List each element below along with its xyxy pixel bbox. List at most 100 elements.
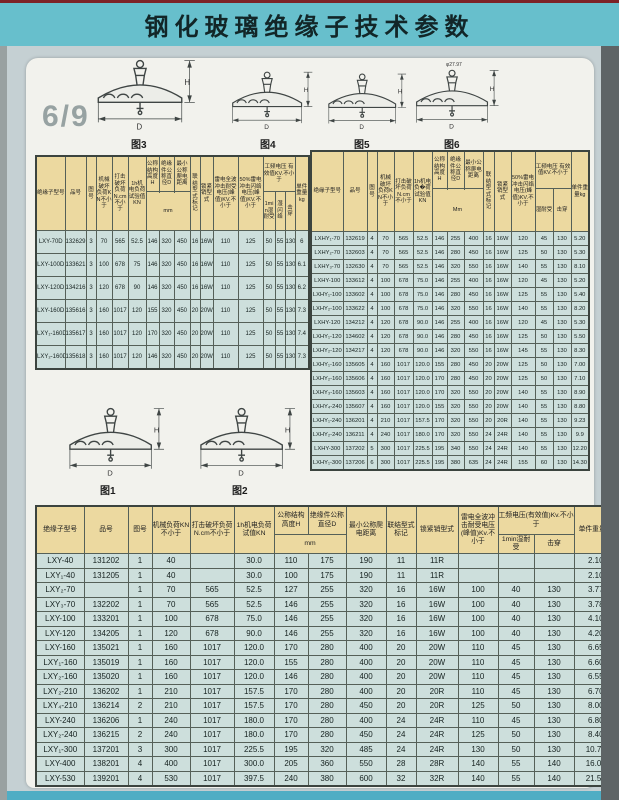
cell: 45 (534, 273, 554, 288)
table-row: LXY₄-210 136214 2 210 1017 157.5 170 280 450 20 20… (35, 698, 619, 714)
cell: 180.0 (233, 712, 275, 729)
col-header-puncture: 击穿 (284, 191, 296, 231)
cell: 146 (273, 625, 309, 642)
cell: 130 (457, 741, 499, 758)
cell: 130 (552, 329, 572, 344)
cell: 110 (212, 253, 239, 277)
cell: 45 (497, 712, 535, 729)
cell: 678 (189, 611, 235, 627)
table-row: LXHY₂-160 135606 4 160 1017 120.0 170 280 450 20 2… (310, 371, 590, 386)
cell: 140 (510, 441, 536, 456)
cell: 140 (457, 770, 499, 787)
cell: 450 (173, 322, 191, 346)
cell: 146 (431, 287, 448, 302)
cell: 175 (307, 553, 347, 569)
cell: 20W (199, 345, 214, 370)
cell: 3 (85, 230, 97, 254)
cell: 90.0 (412, 343, 433, 358)
cell: LXY-240 (35, 712, 85, 729)
cell: 565 (111, 230, 129, 254)
cell: 120.0 (233, 669, 275, 685)
cell: 1 (127, 712, 153, 729)
cell: 135605 (342, 357, 368, 372)
cell: 7.00 (570, 357, 590, 372)
cell: 45 (497, 654, 535, 671)
cell: 320 (158, 322, 175, 346)
table-row: LXY-120 134205 1 120 678 90.0 146 255 320 16 16W 10… (35, 625, 619, 642)
cell: 146 (145, 276, 160, 300)
cell: 146 (431, 245, 448, 260)
cell: 136211 (342, 427, 368, 442)
cell: 320 (345, 582, 387, 598)
title-bar: 钢化玻璃绝缘子技术参数 (0, 3, 619, 46)
table-row: LXY-100D 133621 3 100 678 75 146 320 450 16 16W 110… (35, 253, 310, 277)
cell: 157.5 (233, 698, 275, 714)
table-row: LXHY₂-70 132603 4 70 565 52.5 146 280 450 16 16W 12… (310, 245, 590, 260)
cell: 30.0 (233, 553, 275, 569)
cell: 1017 (189, 712, 235, 729)
cell: LXHY₁-240 (310, 413, 344, 428)
cell: 146 (431, 329, 448, 344)
left-table-body: LXY-70D 132629 3 70 565 52.5 146 320 450 16 16W 110… (35, 230, 310, 370)
cell: 170 (273, 640, 309, 656)
cell: 1017 (189, 698, 235, 714)
cell: 55 (274, 253, 286, 277)
cell: 1 (127, 596, 153, 613)
cell: 12.20 (570, 441, 590, 456)
cell: 40 (151, 567, 191, 584)
cell: 134217 (342, 343, 368, 358)
cell: 157.5 (233, 683, 275, 700)
col-header-model: 绝缘子型号 (35, 505, 85, 555)
insulator-figure-2-drawing (193, 406, 297, 484)
cell: LXY₃-70 (35, 596, 85, 613)
cell: LXHY₄-240 (310, 399, 344, 414)
cell: LXY-120D (35, 276, 66, 300)
cell: 1017 (189, 727, 235, 743)
cell: 195 (273, 741, 309, 758)
cell: 360 (307, 756, 347, 772)
figure-2-label: 图2 (232, 486, 248, 497)
cell: LXY-40 (35, 553, 85, 569)
cell: 120 (510, 273, 536, 288)
cell: 6.1 (294, 253, 310, 277)
cell: LXHY₁-70 (310, 231, 344, 246)
cell: 16W (199, 276, 214, 300)
cell: 1 (127, 683, 153, 700)
page-title: 钢化玻璃绝缘子技术参数 (144, 14, 475, 41)
cell: LXY-160 (35, 640, 85, 656)
cell: 16W (493, 287, 512, 302)
cell: 132202 (83, 596, 129, 613)
cell: 1017 (189, 683, 235, 700)
cell: 135618 (64, 345, 87, 370)
cell: 125 (237, 299, 264, 323)
cell: 550 (463, 301, 484, 316)
table-row: LXY₁-40 131205 1 40 30.0 100 175 190 11 11R 2.10 (35, 567, 619, 584)
cell: 50 (534, 329, 554, 344)
cell: 4 (366, 371, 378, 386)
cell: 110 (212, 230, 239, 254)
cell: 120 (376, 315, 395, 330)
insulator-figure-5-drawing (322, 72, 408, 136)
col-header-pin-type: 锁紧销型式 (199, 155, 214, 231)
col-header-height: 公称结构高度H (431, 150, 448, 189)
cell: 4 (127, 756, 153, 772)
cell: 2 (127, 698, 153, 714)
cell: 320 (446, 259, 465, 274)
cell: 131205 (83, 567, 129, 584)
right-spec-table: 绝缘子型号 品号 图号 机械破坏负荷KN不小于 打击破坏负荷N.cm不小于 1h… (310, 150, 591, 471)
cell: 1017 (189, 654, 235, 671)
cell: 55 (274, 230, 286, 254)
cell: 255 (307, 596, 347, 613)
cell: 20W (493, 357, 512, 372)
cell: 20W (199, 322, 214, 346)
cell: 16 (482, 315, 495, 330)
cell: 16W (415, 611, 459, 627)
cell: 11R (415, 553, 459, 569)
cell: 255 (446, 273, 465, 288)
cell: 100 (151, 611, 191, 627)
cell: 320 (307, 741, 347, 758)
table-row: LXHY₁-300 137206 6 300 1017 225.5 195 380 635 24 2… (310, 455, 590, 471)
table-row: LXHY₁-70 132619 4 70 565 52.5 146 255 400 16 16W 12… (310, 231, 590, 246)
cell: 125 (237, 345, 264, 370)
cell: 400 (463, 273, 484, 288)
